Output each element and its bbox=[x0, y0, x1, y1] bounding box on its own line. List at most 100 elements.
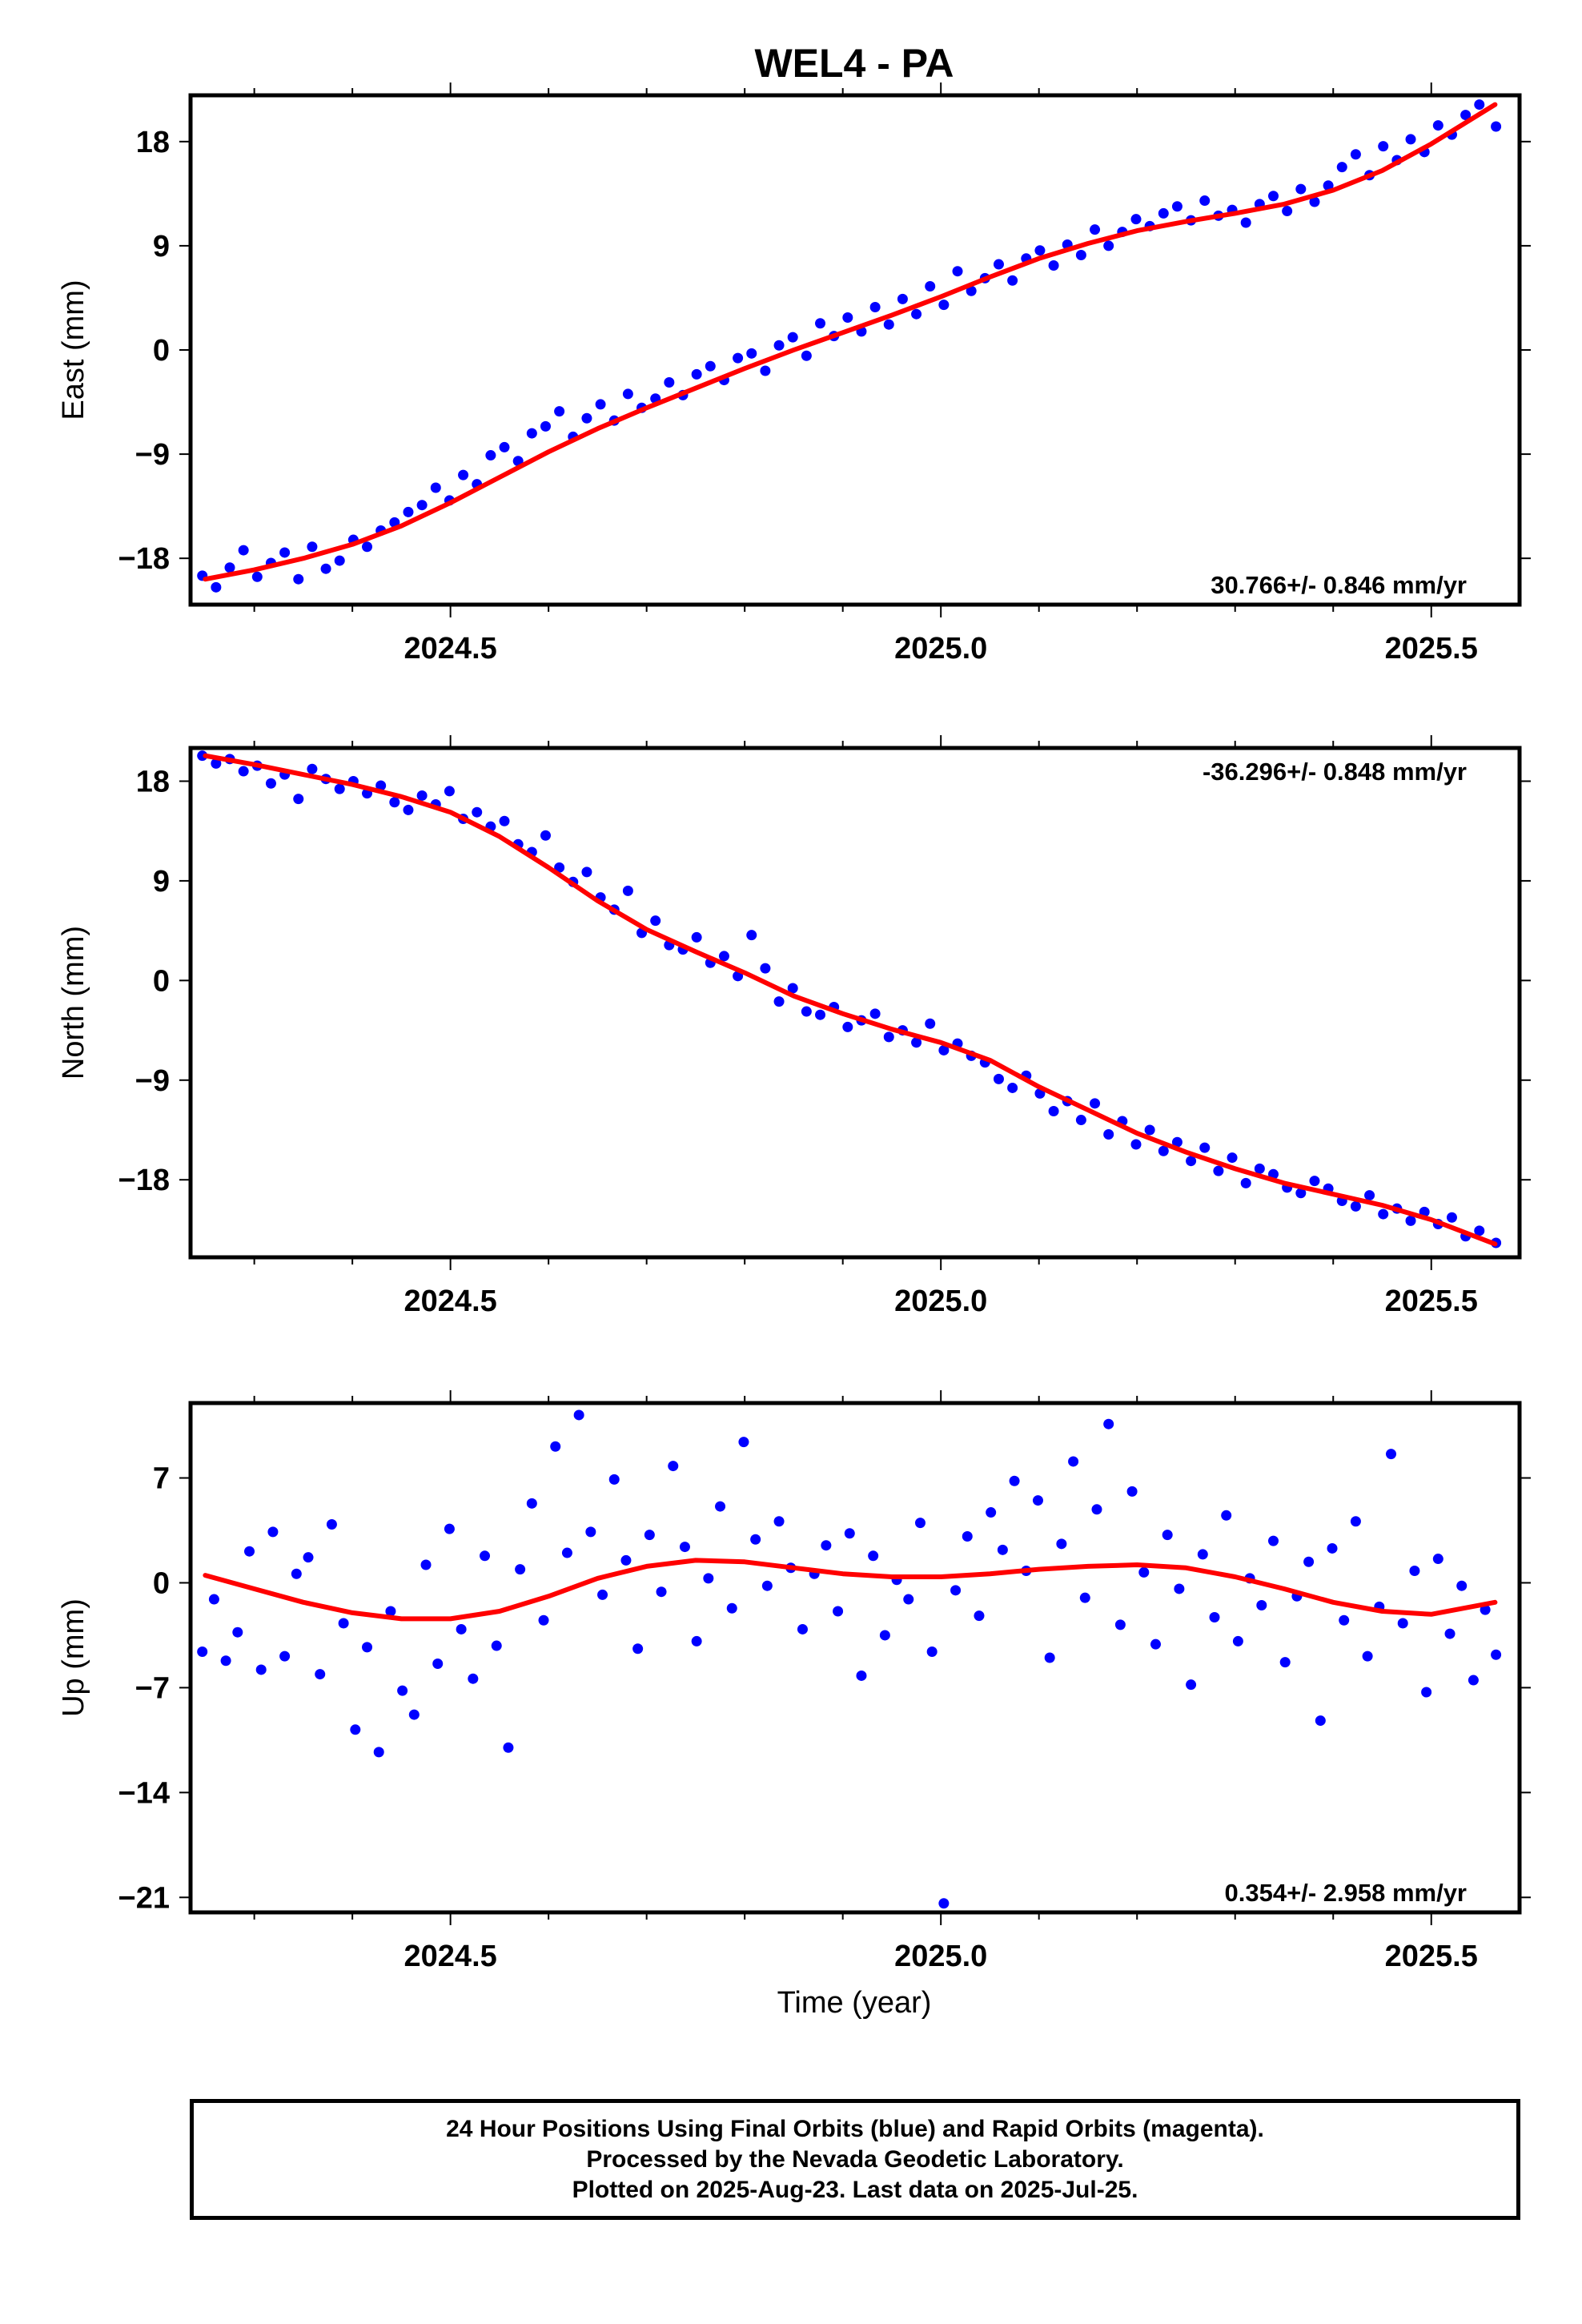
data-point bbox=[573, 1409, 584, 1421]
data-point bbox=[597, 1589, 608, 1600]
data-point bbox=[821, 1540, 832, 1551]
y-axis-label: Up (mm) bbox=[57, 1598, 90, 1717]
data-point bbox=[1460, 110, 1472, 121]
data-point bbox=[622, 388, 633, 400]
data-point bbox=[868, 1550, 879, 1562]
data-point bbox=[844, 1528, 855, 1539]
y-tick-label: 18 bbox=[136, 126, 170, 159]
data-point bbox=[293, 573, 304, 585]
y-tick-label: 0 bbox=[153, 1566, 170, 1600]
x-tick-label: 2025.0 bbox=[894, 632, 987, 665]
data-point bbox=[265, 778, 276, 789]
data-point bbox=[1480, 1604, 1491, 1615]
data-point bbox=[1491, 121, 1502, 132]
data-point bbox=[303, 1552, 314, 1563]
data-point bbox=[334, 783, 345, 794]
data-point bbox=[620, 1554, 632, 1566]
data-point bbox=[1034, 245, 1046, 256]
data-point bbox=[801, 1006, 812, 1017]
fit-curve bbox=[203, 1558, 1498, 1622]
data-point bbox=[632, 1643, 644, 1655]
data-point bbox=[444, 786, 455, 797]
y-tick-label: 7 bbox=[153, 1462, 170, 1496]
data-point bbox=[538, 1614, 549, 1626]
data-point bbox=[320, 563, 331, 574]
data-point bbox=[1227, 1152, 1238, 1164]
data-point bbox=[1090, 1098, 1101, 1109]
data-point bbox=[211, 758, 222, 769]
data-point bbox=[540, 420, 551, 432]
data-point bbox=[430, 482, 441, 493]
data-point bbox=[815, 318, 826, 329]
data-point bbox=[208, 1594, 219, 1605]
data-point bbox=[760, 963, 771, 974]
data-point bbox=[362, 1642, 373, 1653]
data-point bbox=[1421, 1687, 1432, 1698]
x-axis-label: Time (year) bbox=[777, 1986, 932, 2020]
data-point bbox=[468, 1673, 479, 1684]
data-point bbox=[1114, 1619, 1126, 1630]
data-point bbox=[307, 541, 318, 553]
data-point bbox=[833, 1606, 844, 1617]
data-point bbox=[1103, 1129, 1114, 1140]
footer-info-box: 24 Hour Positions Using Final Orbits (bl… bbox=[190, 2099, 1520, 2220]
data-point bbox=[1209, 1611, 1220, 1622]
data-point bbox=[903, 1594, 914, 1605]
data-point bbox=[1091, 1504, 1102, 1515]
data-point bbox=[385, 1606, 396, 1617]
data-point bbox=[1350, 1516, 1361, 1527]
data-point bbox=[503, 1742, 514, 1753]
data-point bbox=[211, 581, 222, 593]
data-point bbox=[856, 1670, 867, 1681]
data-point bbox=[993, 259, 1004, 270]
data-point bbox=[585, 1526, 596, 1538]
data-point bbox=[1158, 1145, 1169, 1156]
x-tick-label: 2025.5 bbox=[1385, 1285, 1478, 1318]
data-point bbox=[1309, 196, 1320, 207]
data-point bbox=[1350, 1200, 1361, 1212]
data-point bbox=[291, 1568, 302, 1579]
data-point bbox=[897, 293, 908, 304]
data-point bbox=[938, 1044, 950, 1055]
data-point bbox=[375, 780, 387, 791]
data-point bbox=[1150, 1638, 1161, 1650]
data-point bbox=[1079, 1592, 1090, 1603]
data-point bbox=[403, 506, 414, 517]
data-point bbox=[718, 951, 729, 962]
data-point bbox=[1090, 224, 1101, 235]
data-point bbox=[238, 545, 249, 556]
data-point bbox=[773, 1516, 785, 1527]
data-point bbox=[962, 1530, 973, 1542]
data-point bbox=[1130, 214, 1142, 225]
data-point bbox=[869, 1008, 881, 1019]
data-point bbox=[705, 360, 716, 372]
data-point bbox=[362, 541, 373, 553]
data-point bbox=[883, 1031, 894, 1043]
data-point bbox=[1323, 180, 1334, 191]
data-point bbox=[238, 766, 249, 777]
data-point bbox=[554, 862, 565, 873]
x-tick-label: 2025.0 bbox=[894, 1940, 987, 1973]
data-point bbox=[1240, 1177, 1251, 1188]
data-point bbox=[787, 332, 798, 343]
data-point bbox=[656, 1586, 667, 1598]
data-point bbox=[1364, 1190, 1375, 1201]
data-point bbox=[1397, 1618, 1408, 1629]
data-point bbox=[1009, 1475, 1020, 1486]
data-point bbox=[408, 1709, 420, 1720]
data-point bbox=[279, 547, 291, 558]
data-point bbox=[668, 1461, 679, 1472]
data-point bbox=[416, 790, 428, 801]
plot-frame bbox=[188, 746, 1522, 1260]
data-point bbox=[232, 1626, 243, 1638]
data-point bbox=[691, 931, 702, 943]
data-point bbox=[966, 285, 977, 296]
data-point bbox=[1405, 1215, 1416, 1226]
data-point bbox=[1432, 1554, 1443, 1565]
plot-area bbox=[197, 99, 1502, 593]
data-point bbox=[444, 1523, 455, 1534]
data-point bbox=[938, 300, 950, 311]
data-point bbox=[993, 1073, 1004, 1084]
data-point bbox=[1409, 1566, 1420, 1577]
data-point bbox=[1350, 149, 1361, 160]
